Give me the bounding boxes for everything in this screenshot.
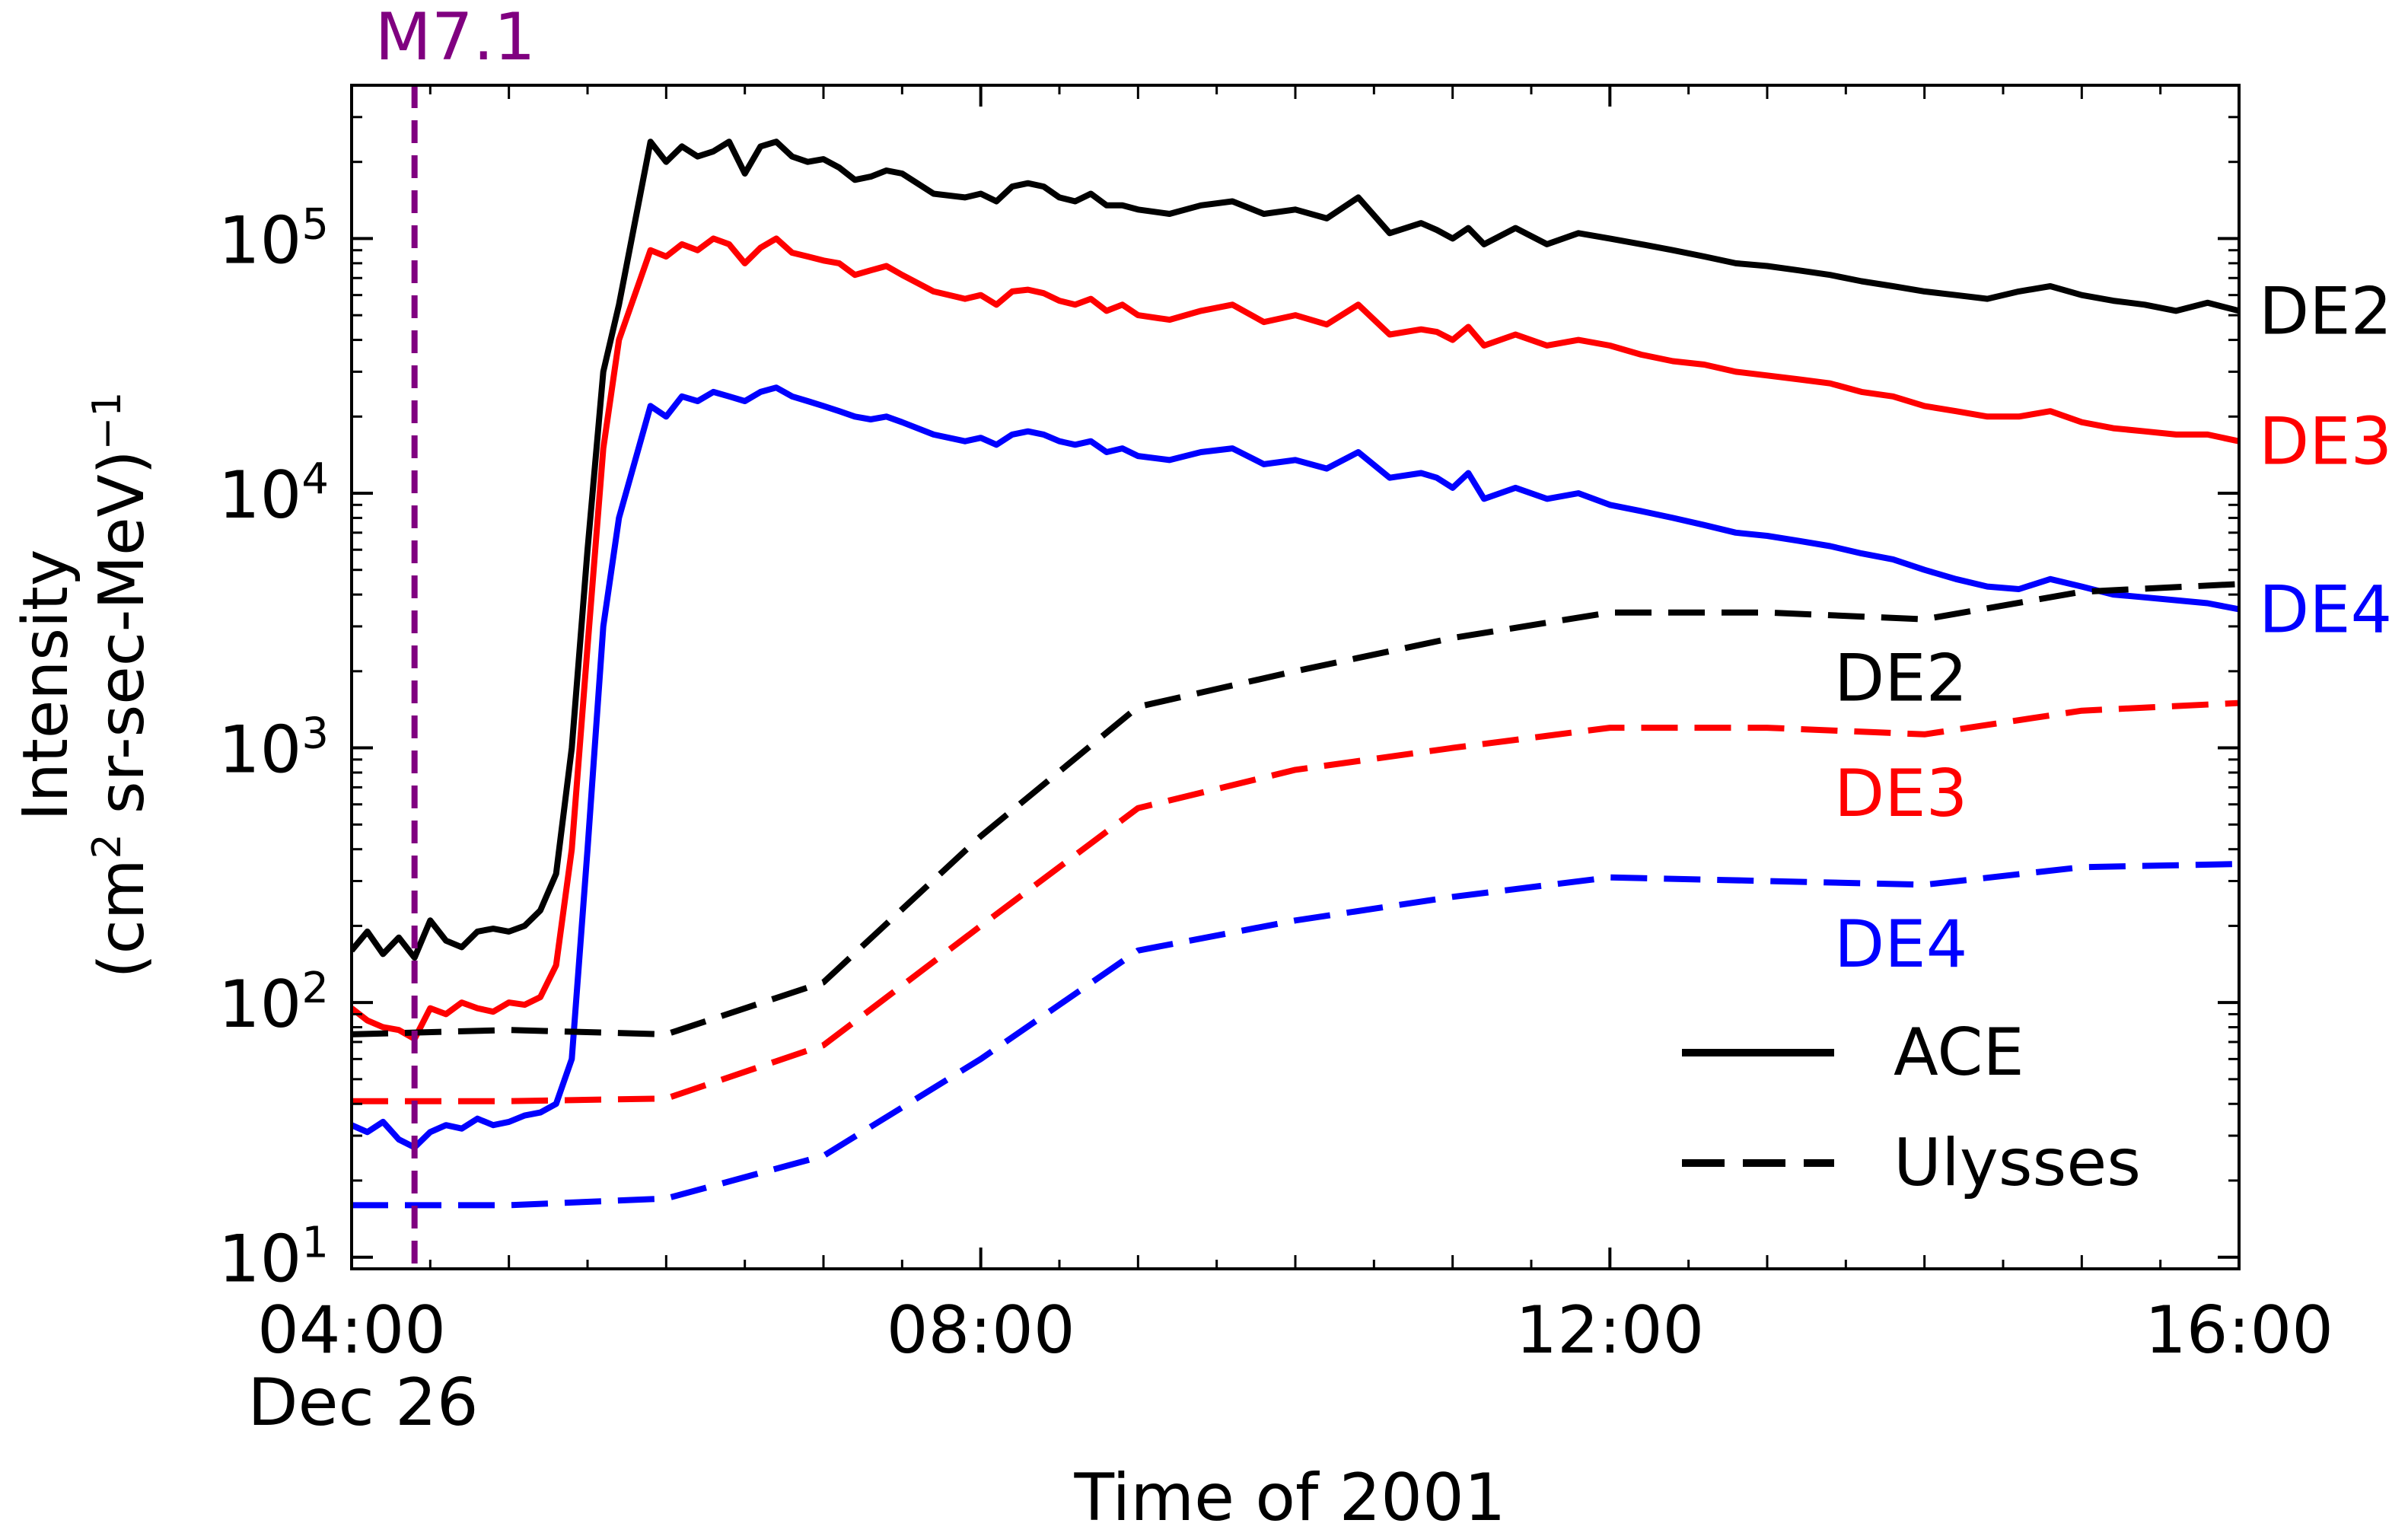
y-tick-label-exp: 3: [301, 709, 329, 758]
x-tick-label: 08:00: [887, 1292, 1075, 1369]
series-ace-de2: [352, 139, 2239, 961]
x-tick-label: 04:00: [257, 1292, 446, 1369]
y-axis-title-prefix: (cm: [86, 859, 158, 978]
x-axis-title: Time of 2001: [1074, 1460, 1506, 1536]
y-tick-label-base: 10: [218, 202, 301, 279]
x-tick-label: 16:00: [2145, 1292, 2333, 1369]
event-label: M7.1: [375, 0, 536, 75]
y-tick-label: 101: [218, 1218, 329, 1298]
x-tick-label: 12:00: [1515, 1292, 1704, 1369]
y-tick-label: 103: [218, 709, 329, 788]
y-tick-label: 102: [218, 964, 329, 1044]
x-date-label: Dec 26: [247, 1365, 478, 1441]
y-axis-title-sup: 2: [84, 833, 130, 859]
event-layer: M7.1: [375, 0, 536, 1269]
y-tick-label-exp: 2: [301, 964, 329, 1013]
series-ulysses-de4: [352, 861, 2239, 1209]
legend-ace-label: ACE: [1894, 1015, 2024, 1091]
series-label-ulysses-de3: DE3: [1834, 756, 1967, 832]
y-axis-title: Intensity (cm2 sr-sec-MeV)−1: [10, 392, 158, 979]
series-ulysses-de3: [352, 699, 2239, 1104]
y-tick-label-exp: 1: [301, 1218, 329, 1267]
y-tick-label-base: 10: [218, 712, 301, 789]
y-tick-label-base: 10: [218, 457, 301, 534]
series-label-ace-de4: DE4: [2259, 572, 2392, 648]
y-tick-label-exp: 5: [301, 199, 329, 249]
y-axis-title-exp: −1: [84, 392, 130, 451]
y-axis-title-line2: (cm2 sr-sec-MeV)−1: [84, 392, 158, 979]
legend-ulysses-label: Ulysses: [1894, 1125, 2141, 1201]
series-label-ace-de2: DE2: [2259, 273, 2392, 349]
series-ace-de3: [352, 235, 2239, 1042]
series-label-ulysses-de4: DE4: [1834, 907, 1967, 983]
series-label-ace-de3: DE3: [2259, 404, 2392, 480]
y-tick-label-exp: 4: [301, 454, 329, 503]
y-tick-label-base: 10: [218, 967, 301, 1043]
y-tick-label: 105: [218, 199, 329, 279]
legend: ACE Ulysses: [1682, 1015, 2141, 1201]
label-layer: DE2 DE3 DE4 DE2 DE3 DE4: [1834, 273, 2392, 982]
y-tick-label: 104: [218, 454, 329, 534]
y-tick-label-base: 10: [218, 1222, 301, 1298]
y-axis-title-suffix: sr-sec-MeV): [86, 450, 158, 833]
series-ace-de4: [352, 384, 2239, 1151]
series-label-ulysses-de2: DE2: [1834, 641, 1967, 717]
y-axis-title-line1: Intensity: [10, 550, 82, 821]
series-layer: [352, 139, 2239, 1209]
